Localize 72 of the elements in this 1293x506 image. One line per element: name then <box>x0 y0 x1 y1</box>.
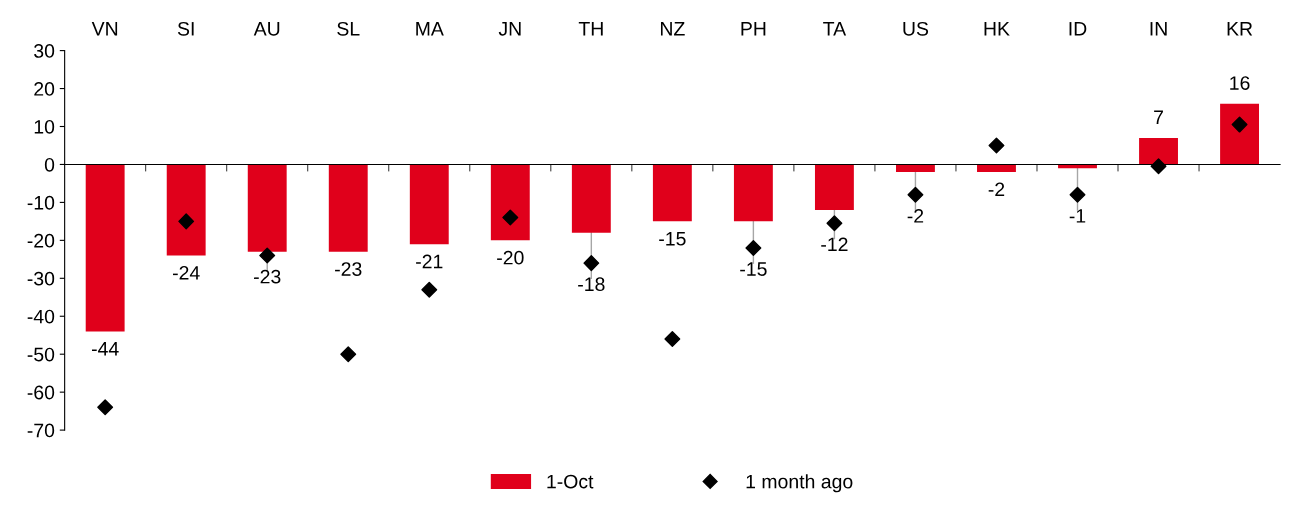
data-label: -23 <box>335 262 362 276</box>
data-label: -23 <box>254 269 281 284</box>
y-tick-label: -30 <box>27 271 55 286</box>
y-tick-label: -50 <box>27 347 55 362</box>
x-tick-label: SI <box>177 21 194 36</box>
point <box>664 331 681 347</box>
data-label: -24 <box>173 265 200 280</box>
x-tick-label: VN <box>91 22 118 36</box>
y-tick-label: -60 <box>27 385 55 400</box>
x-tick-label: AU <box>253 22 280 36</box>
y-tick-label: -70 <box>27 423 55 438</box>
data-label: -21 <box>416 254 443 269</box>
y-tick-label: -10 <box>27 195 55 210</box>
y-tick-label: 30 <box>34 44 55 58</box>
point <box>1150 158 1167 175</box>
data-label: -15 <box>740 262 767 276</box>
y-tick-label: 0 <box>44 157 55 172</box>
x-tick-label: TH <box>578 22 603 36</box>
bar <box>328 164 368 252</box>
point <box>421 281 438 298</box>
data-label: -1 <box>1069 209 1086 223</box>
bar <box>409 164 449 245</box>
bar <box>896 164 935 173</box>
x-tick-label: HK <box>984 22 1010 36</box>
point <box>340 346 357 363</box>
x-tick-label: ID <box>1069 22 1087 36</box>
y-tick-label: 20 <box>34 82 55 96</box>
y-tick-label: -40 <box>27 309 55 324</box>
bar <box>166 164 206 256</box>
bar <box>571 164 611 233</box>
x-tick-label: TA <box>823 22 847 36</box>
data-label: -18 <box>578 277 605 292</box>
bar <box>247 164 287 252</box>
point <box>1069 186 1086 203</box>
point <box>502 209 519 226</box>
data-label: 16 <box>1230 76 1250 90</box>
data-label: 7 <box>1154 110 1163 124</box>
point <box>745 239 762 256</box>
point <box>583 255 600 272</box>
bar <box>652 164 692 222</box>
bar <box>490 164 530 241</box>
x-tick-label: MA <box>416 22 444 36</box>
x-tick-label: SL <box>337 21 360 36</box>
x-tick-label: PH <box>741 22 766 36</box>
bar <box>733 164 773 222</box>
data-label: -2 <box>988 182 1005 197</box>
legend-label: 1 month ago <box>746 474 853 493</box>
y-tick-label: 10 <box>34 119 55 134</box>
data-label: -44 <box>91 342 119 356</box>
bar <box>85 164 125 332</box>
point <box>1231 116 1248 133</box>
data-label: -20 <box>497 250 524 265</box>
bar <box>1139 137 1178 165</box>
point <box>178 213 195 230</box>
point <box>259 247 276 264</box>
point <box>97 399 114 416</box>
data-label: -12 <box>821 237 848 252</box>
legend-label: 1-Oct <box>547 474 594 489</box>
point <box>988 137 1005 154</box>
y-tick-label: -20 <box>27 233 55 248</box>
point <box>907 186 924 203</box>
bar <box>814 164 854 210</box>
x-tick-label: NZ <box>661 22 685 36</box>
bar <box>977 164 1016 173</box>
x-tick-label: KR <box>1227 22 1253 36</box>
x-tick-label: US <box>903 21 929 36</box>
data-label: -15 <box>659 232 686 246</box>
data-label: -2 <box>907 209 924 223</box>
x-tick-label: JN <box>498 22 521 36</box>
bar <box>1220 103 1259 165</box>
x-tick-label: IN <box>1150 22 1167 36</box>
point <box>826 215 843 232</box>
